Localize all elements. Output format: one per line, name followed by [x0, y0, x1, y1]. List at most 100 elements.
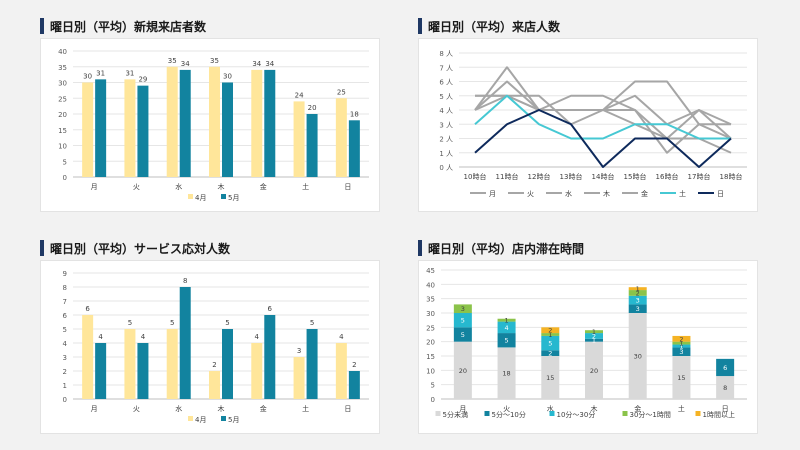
y-tick-label: 10: [426, 367, 435, 375]
bar: [82, 315, 94, 399]
service-bar-chart: 0 1 2 3 4 5 6 7 8 9 月 火 水 木 金 土 日 4月 5月 6 5 5 2 4 3 4 4 4 8 5 6 5 2: [63, 270, 369, 424]
bar: [166, 66, 178, 177]
bar: [251, 69, 263, 177]
data-label: 3: [297, 347, 301, 355]
legend-label: 5月: [228, 194, 239, 202]
bar: [124, 79, 136, 177]
bar-segment: [497, 321, 516, 334]
x-tick-label: 14時台: [592, 172, 615, 181]
x-tick-label: 水: [175, 404, 182, 413]
legend-label: 日: [717, 190, 724, 198]
data-label: 6: [85, 305, 90, 313]
data-label: 2: [679, 335, 683, 343]
y-tick-label: 6 人: [439, 79, 453, 87]
bar-segment: [497, 318, 516, 322]
bar-segment: [541, 356, 560, 399]
data-label: 1: [592, 328, 596, 336]
data-label: 20: [308, 104, 317, 112]
y-tick-label: 20: [58, 111, 67, 119]
legend-label: 5分〜10分: [492, 410, 526, 419]
bar: [348, 120, 360, 177]
data-label: 35: [210, 57, 219, 65]
y-tick-label: 1: [63, 382, 67, 390]
x-tick-label: 日: [344, 183, 351, 191]
legend-label: 4月: [195, 416, 206, 424]
data-label: 3: [636, 297, 640, 305]
bar: [124, 329, 136, 399]
bar: [137, 85, 149, 177]
legend-label: 月: [489, 190, 496, 198]
y-tick-label: 30: [58, 80, 67, 88]
bar-segment: [716, 358, 735, 377]
bar: [293, 357, 305, 399]
bar: [95, 343, 107, 399]
series-line: [474, 109, 732, 168]
x-tick-label: 金: [634, 404, 641, 413]
data-label: 5: [128, 319, 132, 327]
legend-swatch: [188, 416, 193, 421]
bar: [179, 287, 191, 399]
y-tick-label: 10: [58, 143, 67, 151]
bar-segment: [628, 287, 647, 291]
y-tick-label: 0: [63, 396, 67, 404]
legend-label: 10分〜30分: [557, 410, 596, 419]
x-tick-label: 土: [678, 404, 685, 413]
bar: [306, 114, 318, 177]
y-tick-label: 7 人: [439, 64, 453, 72]
data-label: 4: [141, 333, 146, 341]
y-tick-label: 5: [63, 326, 67, 334]
bar: [222, 82, 233, 177]
x-tick-label: 月: [91, 183, 98, 191]
bar-segment: [628, 304, 647, 313]
title-accent-bar: [418, 240, 422, 256]
bar: [222, 329, 233, 399]
bar: [95, 79, 107, 177]
chart-card-visitors: 0 人 1 人 2 人 3 人 4 人 5 人 6 人 7 人 8 人 10時台 11時台 12時台 1…: [418, 38, 758, 212]
bar: [293, 101, 305, 177]
legend-swatch: [221, 194, 226, 199]
x-tick-label: 木: [591, 404, 598, 413]
legend-label: 4月: [195, 194, 206, 202]
y-tick-label: 15: [426, 353, 435, 361]
legend-swatch: [484, 411, 490, 416]
data-label: 18: [502, 370, 510, 378]
x-tick-label: 月: [91, 405, 98, 413]
y-tick-label: 8 人: [439, 50, 453, 58]
bar-segment: [585, 338, 603, 342]
x-tick-label: 月: [459, 405, 466, 413]
data-label: 31: [125, 69, 134, 77]
x-tick-label: 水: [175, 182, 182, 191]
x-tick-label: 11時台: [496, 172, 519, 181]
legend-swatch: [695, 411, 701, 416]
data-label: 1: [679, 342, 683, 350]
x-tick-label: 16時台: [656, 172, 679, 181]
data-label: 3: [461, 305, 465, 313]
bar-segment: [672, 356, 691, 399]
bar-segment: [541, 333, 560, 336]
x-tick-label: 17時台: [688, 172, 711, 181]
y-tick-label: 40: [426, 281, 435, 289]
data-label: 30: [83, 73, 92, 81]
legend-swatch: [549, 411, 555, 416]
title-accent-bar: [40, 240, 44, 256]
series-line: [475, 94, 732, 140]
y-tick-label: 0: [431, 396, 435, 404]
data-label: 3: [636, 305, 640, 313]
data-label: 34: [181, 60, 190, 68]
y-tick-label: 6: [63, 312, 68, 320]
data-label: 8: [183, 277, 187, 285]
data-label: 35: [168, 57, 177, 65]
x-tick-label: 火: [133, 183, 140, 191]
data-label: 20: [590, 367, 598, 375]
data-label: 1: [679, 340, 683, 348]
x-tick-label: 金: [260, 182, 267, 191]
bar-segment: [585, 330, 603, 334]
bar-segment: [628, 313, 647, 399]
data-label: 5: [170, 319, 174, 327]
legend-label: 5月: [228, 416, 239, 424]
legend-swatch: [622, 411, 628, 416]
bar: [82, 82, 94, 177]
legend-label: 水: [565, 189, 572, 198]
panel-title-service: 曜日別（平均）サービス応対人数: [40, 239, 230, 257]
panel-title-visitors: 曜日別（平均）来店人数: [418, 17, 560, 35]
